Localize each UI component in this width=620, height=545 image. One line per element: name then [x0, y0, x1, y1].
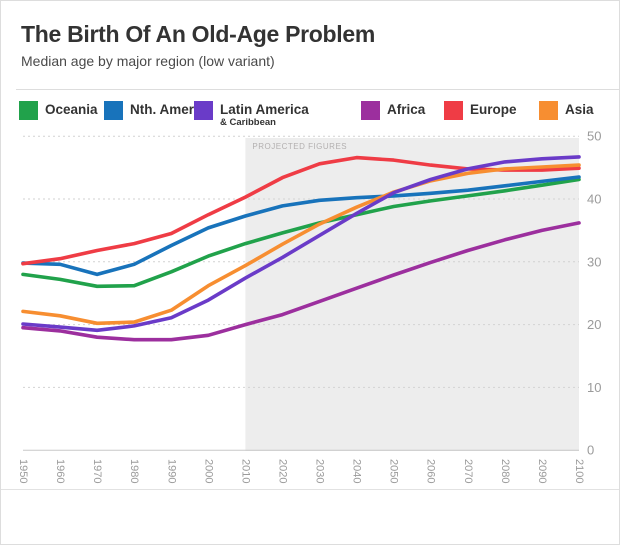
x-tick-label: 2040: [351, 459, 363, 483]
legend-item-asia[interactable]: Asia: [539, 101, 594, 120]
y-tick-label: 50: [587, 131, 601, 144]
asia-swatch-icon: [539, 101, 558, 120]
header-divider: [16, 89, 619, 90]
y-tick-label: 30: [587, 254, 601, 269]
legend-label: Nth. America: [130, 102, 213, 117]
x-tick-label: 1960: [54, 459, 66, 483]
x-tick-label: 2100: [573, 459, 585, 483]
nth-america-swatch-icon: [104, 101, 123, 120]
x-tick-label: 2050: [388, 459, 400, 483]
latin-america-swatch-icon: [194, 101, 213, 120]
page-title: The Birth Of An Old-Age Problem: [21, 21, 376, 47]
legend-label: Oceania: [45, 102, 98, 117]
x-tick-label: 2080: [499, 459, 511, 483]
x-tick-label: 1970: [91, 459, 103, 483]
oceania-swatch-icon: [19, 101, 38, 120]
x-tick-label: 2060: [425, 459, 437, 483]
projected-label: PROJECTED FIGURES: [252, 142, 347, 151]
header: The Birth Of An Old-Age Problem Median a…: [21, 21, 599, 69]
series-line-africa: [21, 221, 581, 342]
x-tick-label: 2090: [536, 459, 548, 483]
legend-label: Africa: [387, 102, 426, 117]
legend-item-nth-america[interactable]: Nth. America: [104, 101, 213, 120]
line-chart: 0 10 20 30 40 50 PROJECTED FIGURES 1950 1960 1970…: [1, 129, 619, 486]
legend-item-oceania[interactable]: Oceania: [19, 101, 98, 120]
footer: theglobalmail.org Source: Population Div…: [1, 489, 619, 544]
europe-swatch-icon: [444, 101, 463, 120]
y-tick-label: 40: [587, 192, 601, 207]
x-tick-label: 2030: [314, 459, 326, 483]
legend-sublabel: & Caribbean: [220, 116, 276, 128]
series-line-oceania: [21, 177, 581, 289]
y-tick-label: 0: [587, 443, 594, 458]
x-tick-label: 1980: [128, 459, 140, 483]
africa-swatch-icon: [361, 101, 380, 120]
series-line-asia: [21, 163, 581, 326]
legend-label: Europe: [470, 102, 517, 117]
legend-label: Asia: [565, 102, 594, 117]
x-tick-label: 2070: [462, 459, 474, 483]
legend-item-africa[interactable]: Africa: [361, 101, 425, 120]
y-tick-label: 20: [587, 317, 601, 332]
legend: Oceania Nth. America Latin America & Cari…: [1, 98, 619, 132]
legend-label: Latin America & Caribbean: [220, 102, 309, 128]
y-tick-label: 10: [587, 380, 601, 395]
x-tick-label: 2000: [202, 459, 214, 483]
x-tick-label: 2020: [277, 459, 289, 483]
projected-region: [245, 138, 579, 451]
legend-item-latin-america[interactable]: Latin America & Caribbean: [194, 101, 309, 128]
page-subtitle: Median age by major region (low variant): [21, 53, 275, 69]
x-tick-label: 2010: [239, 459, 251, 483]
series-line-latin-america: [21, 155, 581, 333]
x-tick-label: 1950: [17, 459, 29, 483]
legend-item-europe[interactable]: Europe: [444, 101, 517, 120]
series-line-nth-america: [21, 175, 581, 277]
x-tick-label: 1990: [165, 459, 177, 483]
